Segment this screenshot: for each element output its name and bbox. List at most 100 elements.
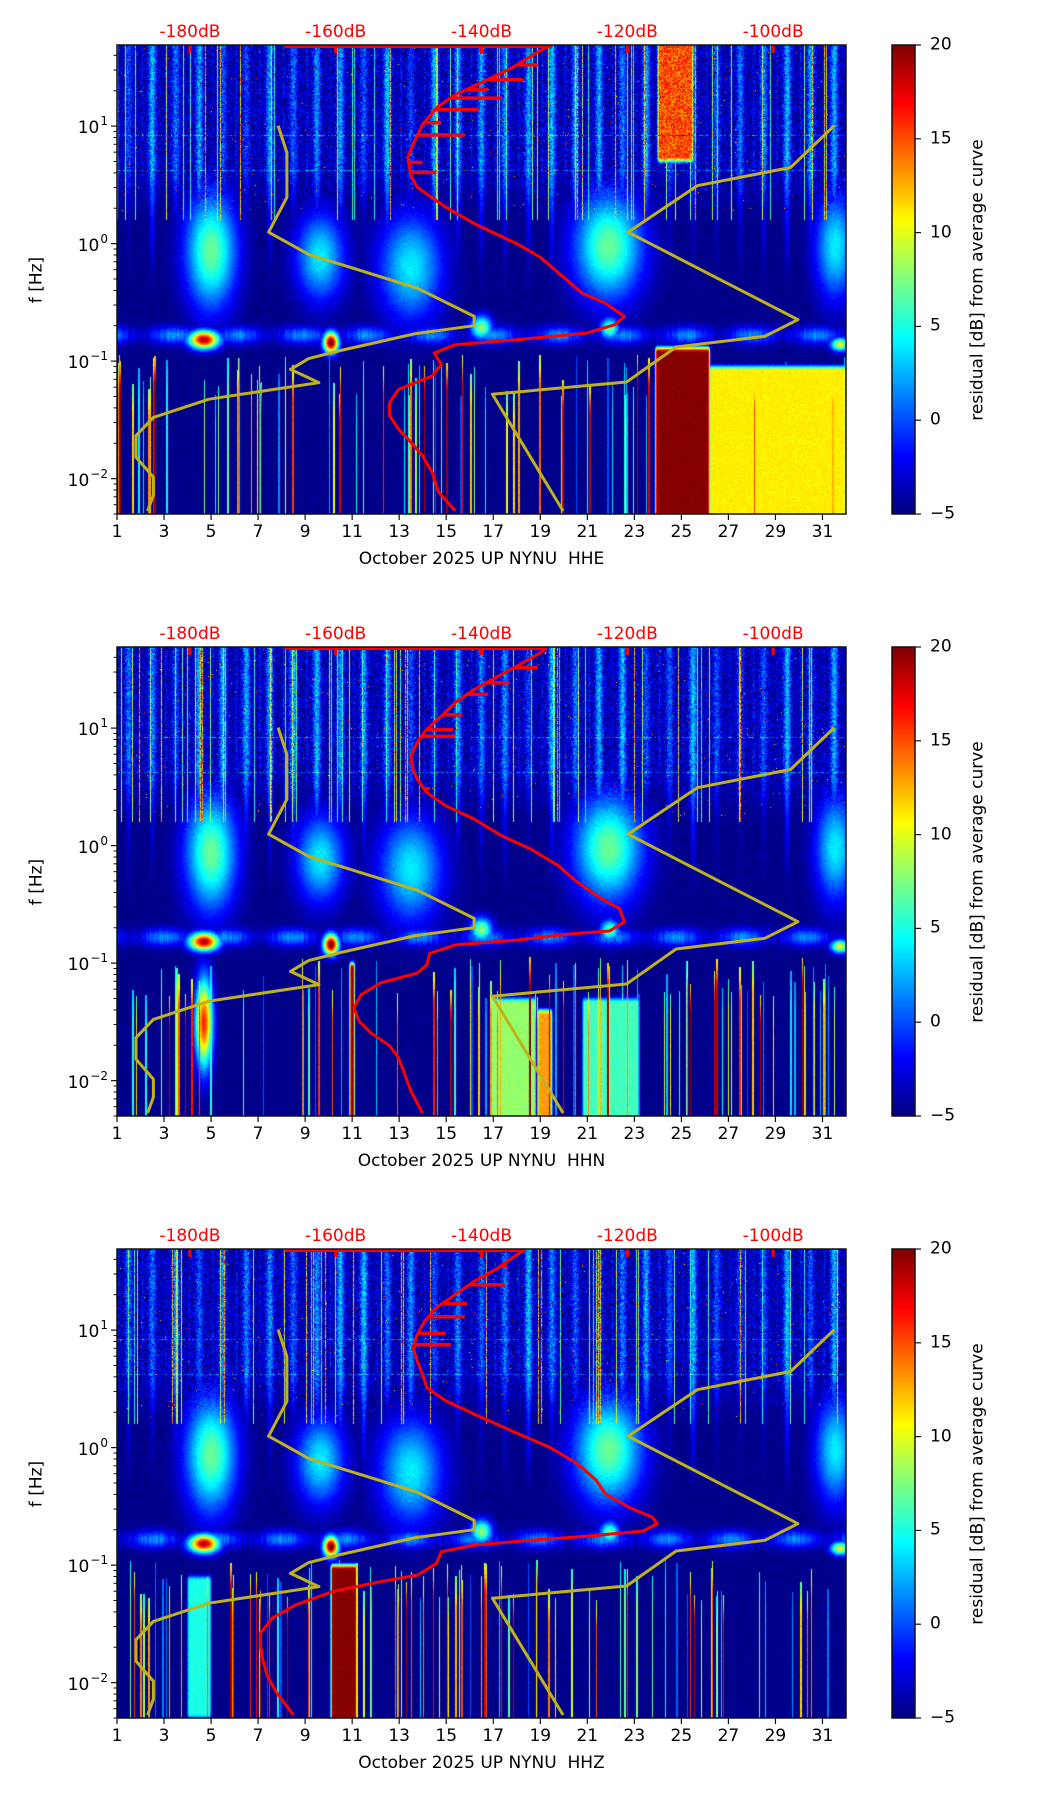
db-axis-label: -140dB bbox=[450, 1226, 513, 1246]
x-tick-label: 31 bbox=[811, 1726, 834, 1746]
y-tick-base: 10 bbox=[67, 1557, 90, 1578]
spectrogram-panel-hhn bbox=[111, 646, 847, 1122]
average-psd-curve bbox=[388, 45, 626, 512]
y-tick-exponent: 1 bbox=[100, 716, 108, 731]
colorbar-tick-label: 5 bbox=[930, 1519, 941, 1540]
x-tick-label: 29 bbox=[764, 522, 787, 542]
x-tick-label: 7 bbox=[252, 1726, 264, 1746]
y-tick-exponent: −1 bbox=[90, 349, 108, 364]
y-axis-label: f [Hz] bbox=[26, 858, 47, 905]
colorbar-frame bbox=[891, 44, 916, 515]
colorbar-tick-label: 0 bbox=[930, 409, 941, 430]
x-tick-label: 13 bbox=[388, 522, 411, 542]
y-axis-label: f [Hz] bbox=[26, 1460, 47, 1507]
x-tick-label: 25 bbox=[670, 1726, 693, 1746]
x-tick-label: 23 bbox=[623, 1124, 646, 1144]
x-tick-label: 7 bbox=[252, 1124, 264, 1144]
spectrogram-panel-hhz bbox=[111, 1248, 847, 1724]
plot-frame bbox=[116, 646, 847, 1117]
colorbar-tick-label: 10 bbox=[930, 1426, 952, 1447]
colorbar-frame bbox=[891, 1248, 916, 1719]
y-tick-base: 10 bbox=[77, 1439, 100, 1460]
x-tick-label: 27 bbox=[717, 522, 740, 542]
colorbar-tick-label: −5 bbox=[930, 1707, 956, 1728]
db-axis-label: -100dB bbox=[742, 624, 804, 644]
colorbar bbox=[891, 646, 921, 1117]
x-tick-label: 19 bbox=[529, 1726, 552, 1746]
x-tick-label: 3 bbox=[158, 1124, 170, 1144]
nhnm-curve bbox=[490, 1328, 836, 1716]
y-tick-label: 100 bbox=[77, 1436, 108, 1460]
x-tick-label: 7 bbox=[252, 522, 264, 542]
db-axis-label: -140dB bbox=[450, 22, 513, 42]
y-tick-base: 10 bbox=[77, 1322, 100, 1343]
colorbar-tick-label: 0 bbox=[930, 1011, 941, 1032]
colorbar-axis bbox=[891, 646, 921, 1117]
y-tick-base: 10 bbox=[67, 1674, 90, 1695]
residual-heatmap bbox=[117, 1249, 846, 1718]
x-tick-label: 19 bbox=[529, 1124, 552, 1144]
nlnm-curve bbox=[134, 727, 476, 1114]
colorbar-axis bbox=[891, 44, 921, 515]
colorbar-tick-label: 0 bbox=[930, 1613, 941, 1634]
colorbar bbox=[891, 1248, 921, 1719]
y-axis-label: f [Hz] bbox=[26, 256, 47, 303]
x-tick-label: 21 bbox=[576, 1726, 599, 1746]
colorbar-tick-label: 5 bbox=[930, 315, 941, 336]
y-tick-label: 10−1 bbox=[67, 951, 108, 976]
colorbar-tick-label: 15 bbox=[930, 128, 952, 149]
colorbar-tick-label: 10 bbox=[930, 824, 952, 845]
colorbar-tick-label: −5 bbox=[930, 1105, 956, 1126]
plot-frame bbox=[116, 1248, 847, 1719]
x-tick-label: 21 bbox=[576, 1124, 599, 1144]
y-tick-label: 10−2 bbox=[68, 467, 108, 491]
x-tick-label: 3 bbox=[158, 522, 170, 542]
colorbar-label: residual [dB] from average curve bbox=[967, 138, 988, 421]
y-tick-base: 10 bbox=[67, 955, 90, 976]
colorbar-tick-label: 5 bbox=[930, 917, 941, 938]
y-tick-exponent: 0 bbox=[100, 1435, 108, 1450]
x-tick-label: 9 bbox=[299, 1726, 311, 1746]
x-tick-label: 27 bbox=[717, 1124, 740, 1144]
residual-heatmap bbox=[117, 45, 846, 514]
colorbar-tick-label: 15 bbox=[930, 1332, 952, 1353]
x-tick-label: 1 bbox=[111, 1124, 123, 1144]
db-axis-label: -120dB bbox=[596, 22, 658, 42]
x-tick-label: 17 bbox=[482, 522, 505, 542]
average-psd-curve bbox=[259, 1249, 659, 1716]
colorbar-frame bbox=[891, 646, 916, 1117]
x-tick-label: 13 bbox=[388, 1726, 411, 1746]
x-tick-label: 21 bbox=[576, 522, 599, 542]
x-tick-label: 25 bbox=[670, 1124, 693, 1144]
x-tick-label: 11 bbox=[341, 1124, 363, 1144]
nlnm-curve bbox=[134, 1329, 476, 1716]
x-tick-label: 11 bbox=[341, 522, 363, 542]
x-tick-label: 29 bbox=[764, 1124, 787, 1144]
y-tick-label: 101 bbox=[77, 716, 108, 741]
nhnm-curve bbox=[490, 124, 836, 512]
x-tick-label: 23 bbox=[623, 522, 646, 542]
x-tick-label: 29 bbox=[764, 1726, 787, 1746]
db-axis-label: -180dB bbox=[159, 624, 221, 644]
db-axis-label: -100dB bbox=[742, 22, 804, 42]
colorbar-tick-label: 20 bbox=[930, 636, 952, 657]
x-tick-label: 15 bbox=[435, 1726, 458, 1746]
curves-group bbox=[134, 647, 836, 1114]
x-axis-label: October 2025 UP NYNU HHZ bbox=[358, 1753, 605, 1773]
x-tick-label: 9 bbox=[299, 522, 311, 542]
db-axis-label: -160dB bbox=[305, 1226, 367, 1246]
colorbar-tick-label: −5 bbox=[930, 503, 956, 524]
colorbar-label: residual [dB] from average curve bbox=[967, 1342, 988, 1625]
x-tick-label: 27 bbox=[717, 1726, 740, 1746]
x-axis-label: October 2025 UP NYNU HHN bbox=[357, 1151, 606, 1171]
x-tick-label: 11 bbox=[341, 1726, 363, 1746]
x-tick-label: 5 bbox=[205, 1726, 217, 1746]
y-tick-base: 10 bbox=[77, 837, 100, 858]
colorbar-gradient bbox=[892, 45, 915, 514]
y-tick-label: 101 bbox=[78, 114, 108, 138]
x-tick-label: 5 bbox=[205, 1124, 217, 1144]
y-tick-base: 10 bbox=[77, 720, 100, 741]
x-axis-label: October 2025 UP NYNU HHE bbox=[358, 549, 605, 569]
x-tick-label: 17 bbox=[482, 1726, 505, 1746]
